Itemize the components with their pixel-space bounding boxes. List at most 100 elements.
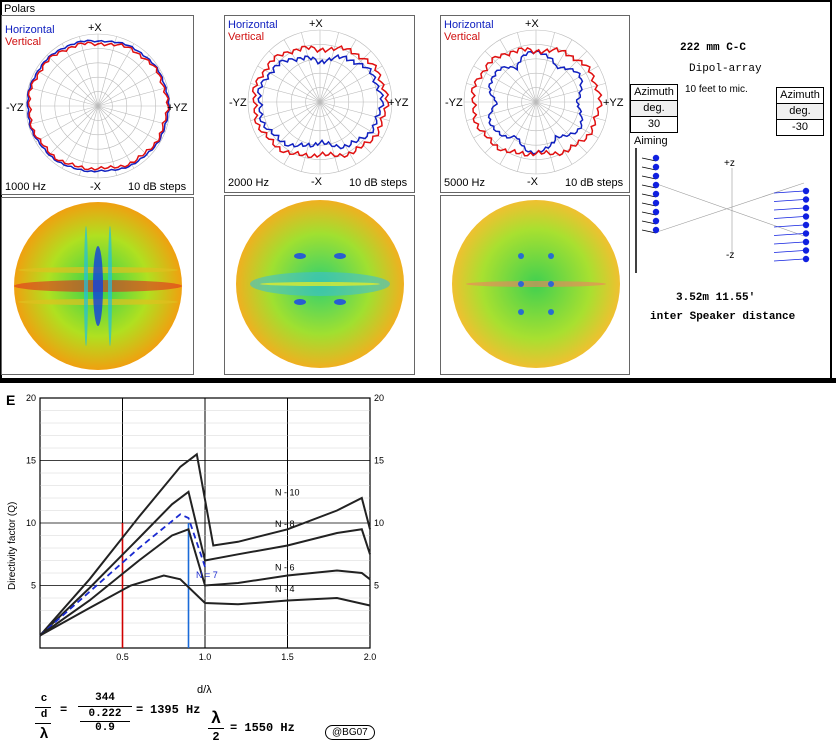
steps-label: 10 dB steps [565,177,624,189]
horizontal-curve [257,53,385,150]
speaker-tick [773,190,805,194]
aiming-svg [635,148,810,273]
y-tick-label-right: 10 [374,518,384,528]
chart-ticks: 20 20 15 15 10 10 5 5 0.5 1.0 1.5 2.0 [26,393,384,662]
frequency-label: 1000 Hz [5,181,46,193]
balloon-5000hz [440,195,630,375]
axis-right-label: +YZ [167,102,188,114]
aiming-label: Aiming [634,135,668,147]
grid-spoke [517,101,537,172]
grid-spoke [35,69,99,107]
legend-horizontal: Horizontal [228,19,278,31]
grid-spoke [250,83,321,103]
grid-spoke [97,43,135,107]
azimuth-value-input[interactable]: -30 [792,121,808,133]
speaker-distance-value: 3.52m 11.55' [676,292,756,304]
speaker-tick [641,166,657,171]
balloon-band [294,253,306,259]
speaker-tick [773,250,805,253]
chart-labels: N - 10 N - 8 N = 7 N - 6 N - 4 [196,488,300,594]
balloon-band [260,282,380,286]
grid-spoke [97,105,161,143]
grid-spoke [61,43,99,107]
grid-spoke [250,101,321,121]
grid-spoke [466,101,537,121]
balloon-band [548,281,554,287]
axis-top-label: +X [88,22,102,34]
speaker-dot [652,190,660,198]
grid-spoke [97,54,150,107]
left-speaker-array [641,154,660,234]
grid-spoke [466,83,537,103]
balloon-band [108,226,112,346]
grid-spoke [319,101,372,154]
grid-spoke [79,36,99,107]
speaker-tick [773,199,805,202]
axis-right-label: +YZ [603,97,624,109]
speaker-tick [641,157,657,162]
azimuth-label: Azimuth [631,85,677,101]
array-type-label: Dipol-array [689,63,762,75]
grid-spoke [301,32,321,103]
y-tick-label-left: 10 [26,518,36,528]
right-azimuth-box[interactable]: Azimuth deg. -30 [776,87,824,136]
speaker-dot [802,213,810,220]
frequency-label: 5000 Hz [444,177,485,189]
balloon-pattern [466,253,606,315]
axis-left-label: -YZ [6,102,24,114]
curve-label: N = 7 [196,570,218,580]
x-axis-label: d/λ [197,684,212,696]
grid-spoke [97,105,117,176]
azimuth-unit: deg. [631,101,677,117]
grid-spoke [473,101,537,139]
chart-grid [39,397,371,649]
left-azimuth-box[interactable]: Azimuth deg. 30 [630,84,678,133]
speaker-tick [641,175,657,180]
grid-spoke [535,101,588,154]
grid-spoke [79,105,99,176]
formula-bar-4 [80,721,130,722]
grid-spoke [319,101,390,121]
panel-letter: E [6,392,16,408]
balloon-band [548,253,554,259]
axis-top-label: +X [525,18,539,30]
half-lambda-den: 2 [212,730,220,744]
balloon-1000hz [1,197,194,375]
steps-label: 10 dB steps [349,177,408,189]
series-line [39,490,371,637]
balloon-band [518,281,524,287]
speaker-dot [802,221,810,229]
y-tick-label-left: 20 [26,393,36,403]
balloon-band [334,299,346,305]
grid-spoke [268,50,321,103]
curve-label: N - 6 [275,563,295,573]
balloon-plot-2 [236,200,404,368]
half-lambda-num: λ [211,708,221,727]
balloon-band [84,226,88,346]
grid-spoke [484,50,537,103]
y-axis-label: Directivity factor (Q) [7,501,18,590]
grid-spoke [535,101,555,172]
grid-spoke [319,65,383,103]
series-line [39,513,206,637]
balloon-band [93,246,103,326]
azimuth-value-input[interactable]: 30 [647,118,661,130]
speaker-dot [652,208,660,216]
grid-spoke [257,65,321,103]
formula-bar-5 [208,728,224,729]
grid-spoke [319,101,357,165]
right-speaker-array [773,187,810,263]
speaker-tick [641,193,657,198]
grid-spoke [473,65,537,103]
balloon-2000hz [224,195,415,375]
speaker-tick [773,207,805,211]
polar-grid [25,33,171,179]
grid-spoke [97,105,135,169]
window-bottom-border [0,378,836,383]
legend-vertical: Vertical [228,31,265,43]
horizontal-curve [487,49,584,155]
formula-den2: 0.9 [95,722,115,734]
legend-horizontal: Horizontal [5,24,55,36]
formula-equals-2: = [136,703,144,717]
